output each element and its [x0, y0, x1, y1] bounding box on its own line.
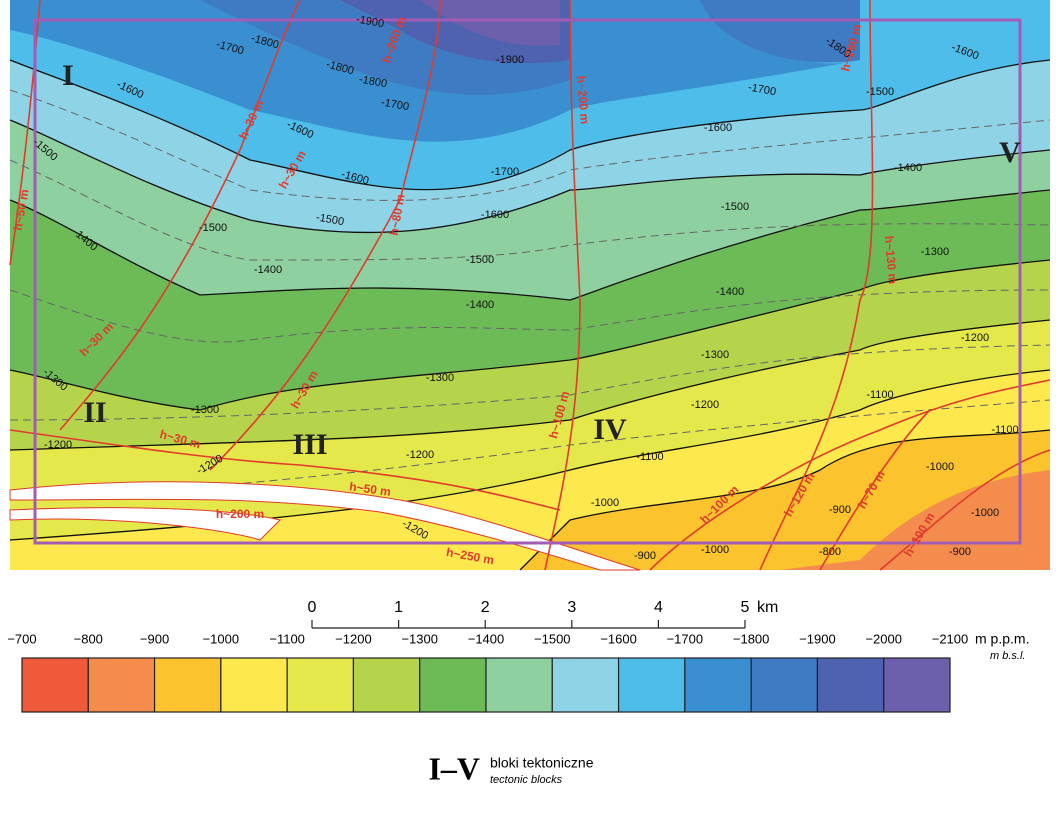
contour-label: -1500	[466, 254, 494, 266]
block-label: V	[999, 136, 1021, 169]
legend-swatch	[817, 658, 883, 712]
contour-label: -900	[949, 546, 971, 558]
scale-bar: 0 1 2 3 4 5 km	[308, 599, 779, 628]
legend-swatch	[88, 658, 154, 712]
contour-label: -1500	[866, 86, 894, 98]
legend-label: −2100	[932, 631, 969, 646]
legend-label: −1300	[401, 631, 438, 646]
scale-label: 4	[654, 599, 663, 616]
contour-label: -1000	[926, 461, 954, 473]
page: -1900-1900-1800-1800-1800-1800-1700-1700…	[0, 0, 1056, 825]
contour-label: -800	[819, 546, 841, 558]
legend-swatch	[552, 658, 618, 712]
legend-swatch	[884, 658, 950, 712]
scale-label: 3	[567, 599, 576, 616]
legend-label: −1700	[667, 631, 704, 646]
contour-label: -1600	[704, 122, 732, 134]
legend: −700 −800 −900 −1000 −1100 −1200 −1300 −1400 −15…	[7, 631, 1029, 712]
contour-label: -1200	[961, 332, 989, 344]
legend-label: −900	[140, 631, 169, 646]
legend-unit: m p.p.m.	[975, 631, 1029, 647]
legend-swatch	[22, 658, 88, 712]
contour-label: -1500	[721, 201, 749, 213]
contour-label: -1000	[591, 497, 619, 509]
contour-label: -1000	[701, 544, 729, 556]
legend-swatch	[221, 658, 287, 712]
legend-label: −2000	[865, 631, 902, 646]
contour-label: -1500	[199, 222, 227, 234]
contour-label: -1300	[701, 349, 729, 361]
contour-label: -1200	[406, 449, 434, 461]
legend-label: −1900	[799, 631, 836, 646]
scale-label: 5	[741, 599, 750, 616]
legend-label: −1000	[203, 631, 240, 646]
contour-label: -900	[829, 504, 851, 516]
contour-label: -1900	[496, 54, 524, 66]
legend-swatch	[685, 658, 751, 712]
contour-label: -1400	[254, 264, 282, 276]
legend-swatch	[353, 658, 419, 712]
contour-label: -1000	[971, 507, 999, 519]
block-text: bloki tektoniczne	[490, 755, 594, 771]
legend-label: −1500	[534, 631, 571, 646]
scale-label: 2	[481, 599, 490, 616]
block-label: III	[292, 428, 327, 461]
contour-label: -1200	[691, 399, 719, 411]
legend-unit-en: m b.s.l.	[990, 650, 1025, 662]
contour-label: -1300	[191, 404, 219, 416]
block-text-en: tectonic blocks	[490, 774, 563, 786]
scale-label: 0	[308, 599, 317, 616]
legend-swatch	[619, 658, 685, 712]
legend-swatch	[420, 658, 486, 712]
contour-label: -1200	[44, 439, 72, 451]
legend-label: −1200	[335, 631, 372, 646]
block-label: II	[83, 396, 106, 429]
scale-unit: km	[757, 599, 778, 616]
contour-label: -1100	[636, 451, 663, 463]
block-label: I	[62, 59, 74, 92]
legend-label: −1100	[269, 631, 305, 646]
legend-label: −700	[7, 631, 36, 646]
contour-label: -1400	[466, 299, 494, 311]
contour-label: -1400	[894, 162, 922, 174]
legend-label: −1800	[733, 631, 770, 646]
legend-swatch	[155, 658, 221, 712]
contour-label: -1100	[866, 389, 893, 401]
legend-swatch	[751, 658, 817, 712]
legend-label: −1600	[600, 631, 637, 646]
legend-label: −1400	[468, 631, 505, 646]
scale-label: 1	[394, 599, 403, 616]
contour-label: -1100	[991, 424, 1018, 436]
contour-label: -900	[634, 550, 656, 562]
fault-label: h~200 m	[216, 507, 264, 521]
block-label: IV	[593, 413, 627, 446]
legend-label: −800	[74, 631, 103, 646]
block-symbol: I–V	[428, 750, 480, 786]
contour-label: -1700	[491, 166, 519, 178]
contour-label: -1300	[426, 372, 454, 384]
contour-label: -1600	[481, 209, 509, 221]
legend-swatch	[486, 658, 552, 712]
contour-label: -1300	[921, 246, 949, 258]
contour-label: -1400	[716, 286, 744, 298]
legend-swatch	[287, 658, 353, 712]
